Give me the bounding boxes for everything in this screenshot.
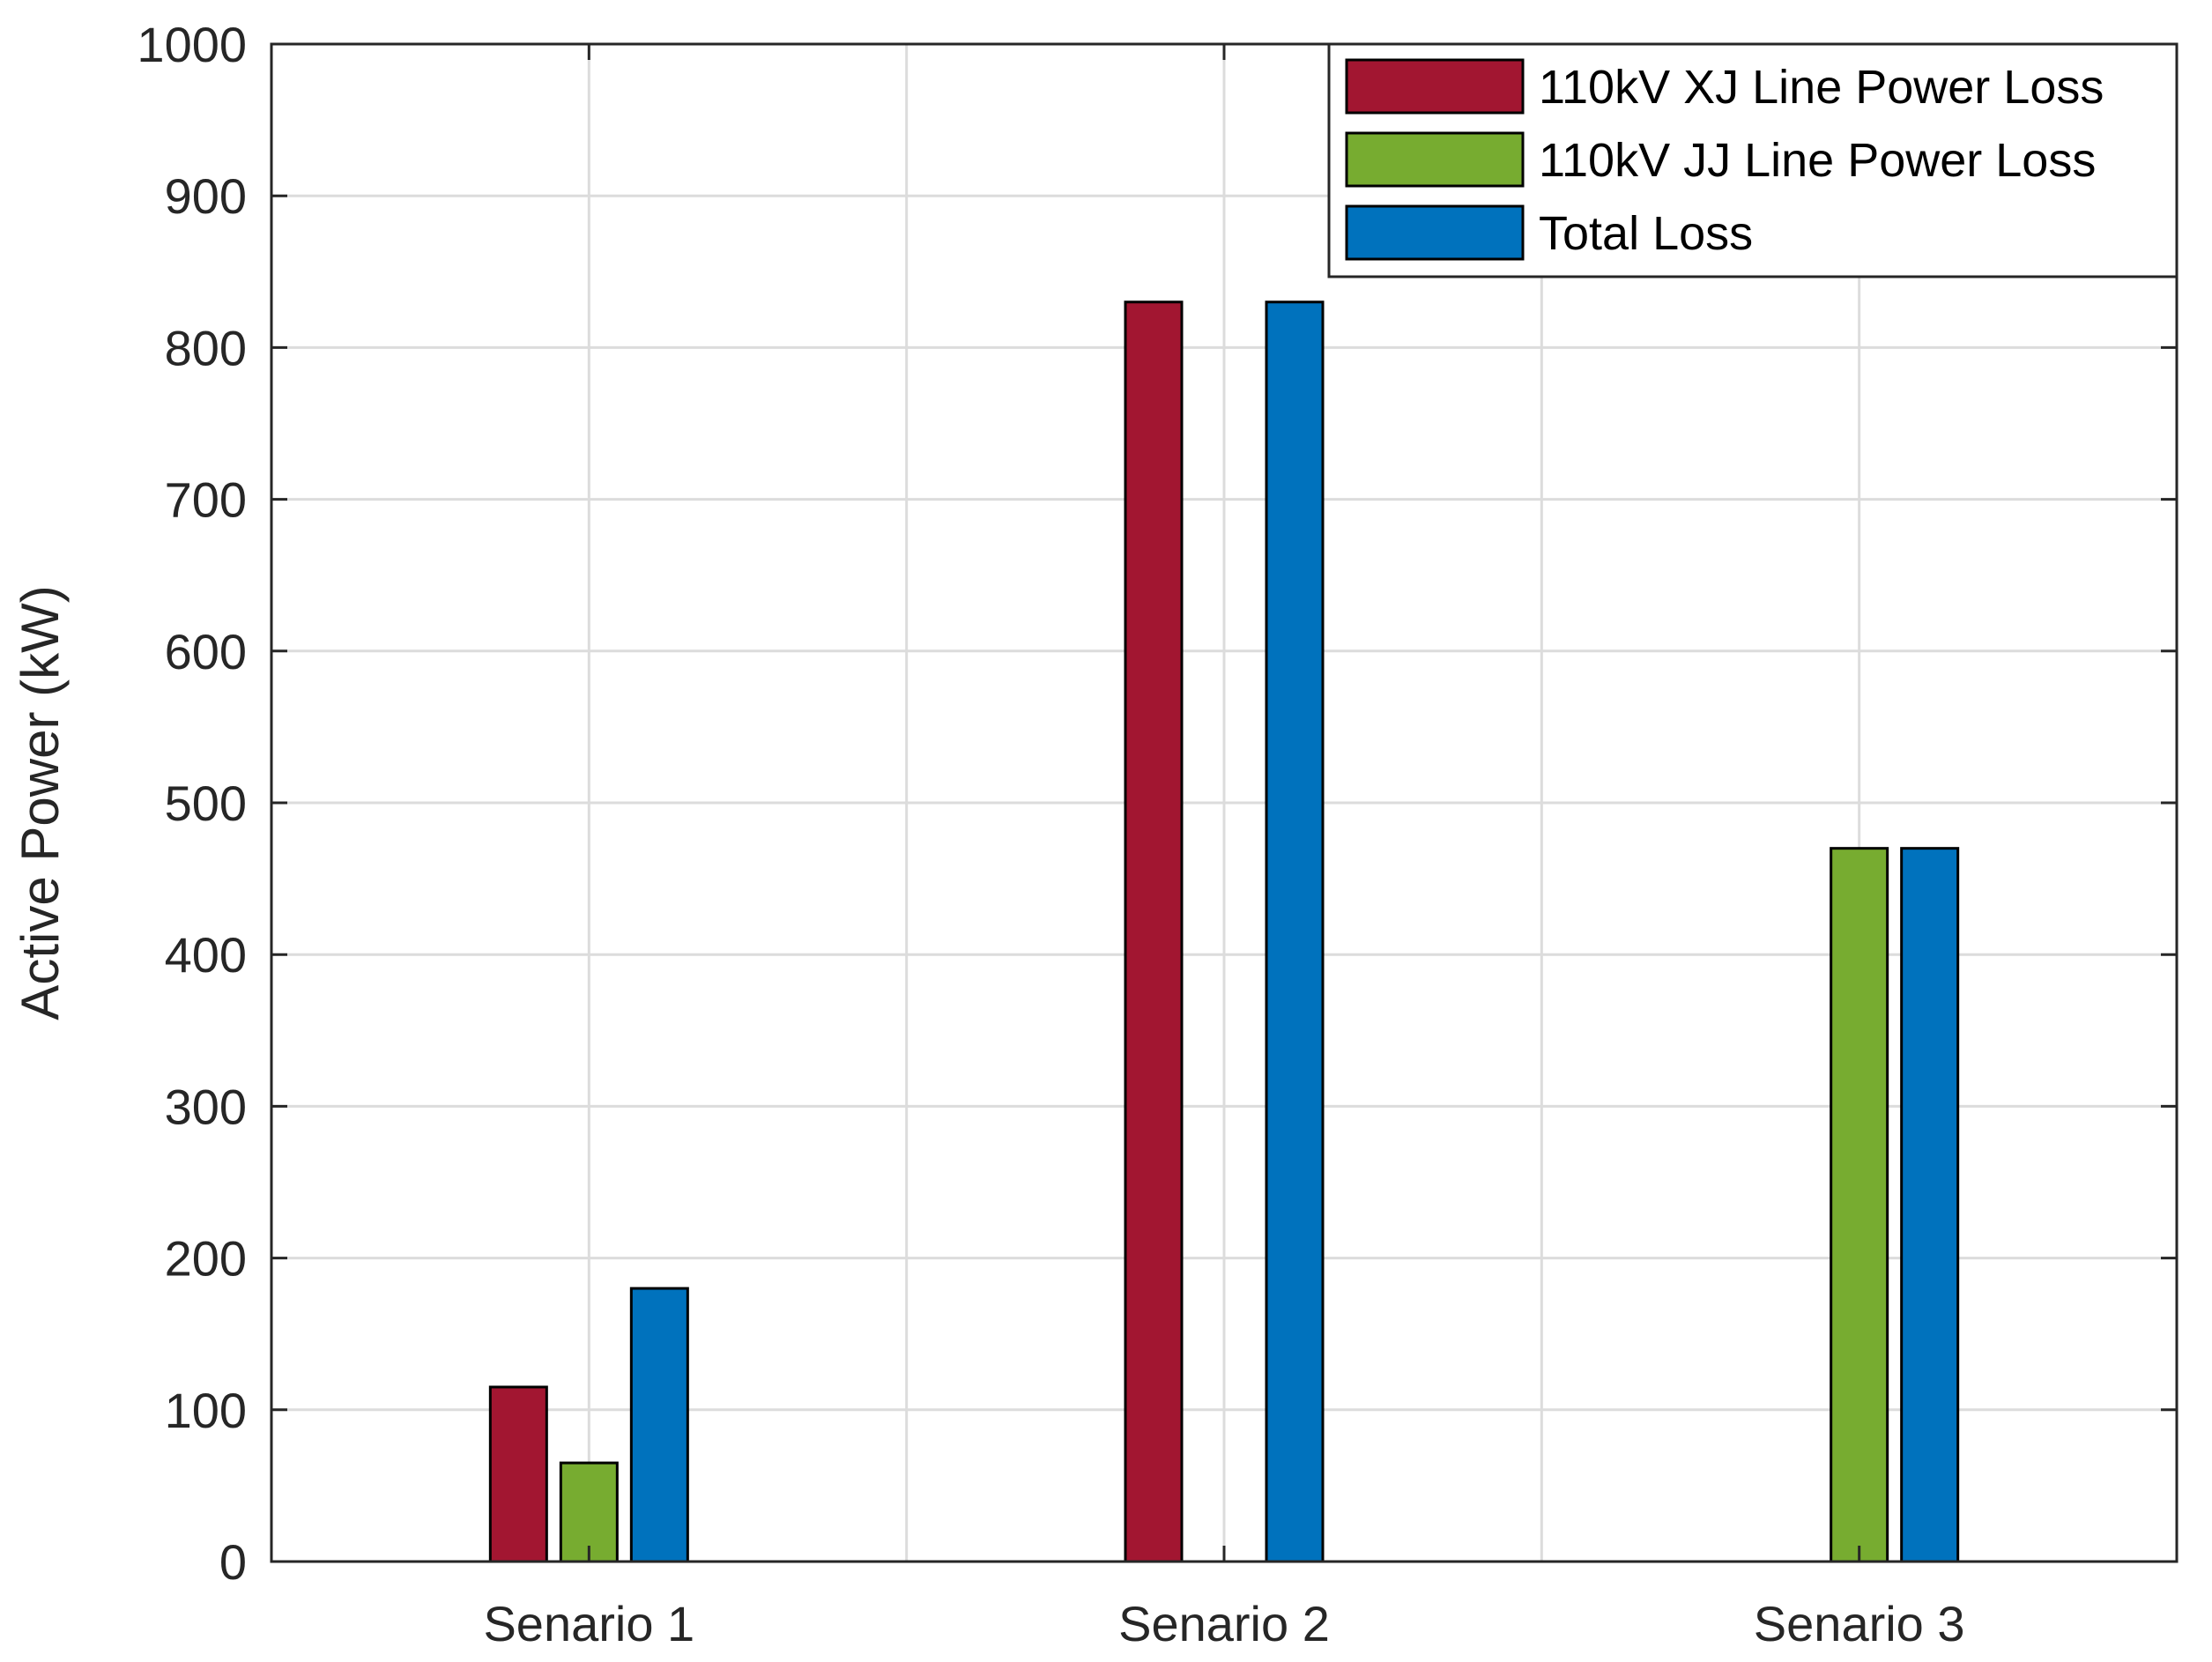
bars — [488, 300, 1960, 1563]
x-axis-tick-labels: Senario 1 Senario 2 Senario 3 — [483, 1596, 1964, 1651]
bar-1-senario-2 — [1124, 300, 1184, 1563]
y-tick-label: 300 — [165, 1079, 247, 1134]
x-tick-label: Senario 1 — [483, 1596, 694, 1651]
y-tick-label: 900 — [165, 168, 247, 224]
bar-3-senario-2 — [1265, 300, 1325, 1563]
x-tick-label: Senario 2 — [1118, 1596, 1330, 1651]
y-axis-label: Active Power (kW) — [11, 585, 70, 1020]
y-tick-label: 200 — [165, 1231, 247, 1287]
y-tick-label: 600 — [165, 624, 247, 679]
legend: 110kV XJ Line Power Loss 110kV JJ Line Po… — [1327, 42, 2179, 278]
grid — [271, 44, 2177, 1562]
y-tick-label: 1000 — [137, 17, 247, 72]
y-tick-label: 100 — [165, 1383, 247, 1438]
legend-swatch — [1345, 204, 1525, 261]
legend-entry-label: 110kV XJ Line Power Loss — [1539, 61, 2104, 114]
y-tick-label: 800 — [165, 320, 247, 375]
bar-2-senario-1 — [559, 1461, 619, 1563]
legend-entry-label: 110kV JJ Line Power Loss — [1539, 134, 2096, 187]
y-tick-label: 0 — [219, 1534, 247, 1590]
y-axis-tick-labels: 0 100 200 300 400 500 600 700 800 900 1000 — [137, 17, 247, 1590]
y-tick-label: 700 — [165, 472, 247, 528]
y-tick-label: 500 — [165, 775, 247, 831]
legend-swatch — [1345, 58, 1525, 115]
bar-3-senario-1 — [629, 1287, 689, 1563]
legend-entry-label: Total Loss — [1539, 207, 1753, 260]
bar-1-senario-1 — [488, 1385, 548, 1563]
x-tick-label: Senario 3 — [1754, 1596, 1965, 1651]
bar-3-senario-3 — [1900, 847, 1960, 1563]
legend-swatch — [1345, 131, 1525, 188]
y-tick-label: 400 — [165, 927, 247, 983]
bar-2-senario-3 — [1830, 847, 1889, 1563]
